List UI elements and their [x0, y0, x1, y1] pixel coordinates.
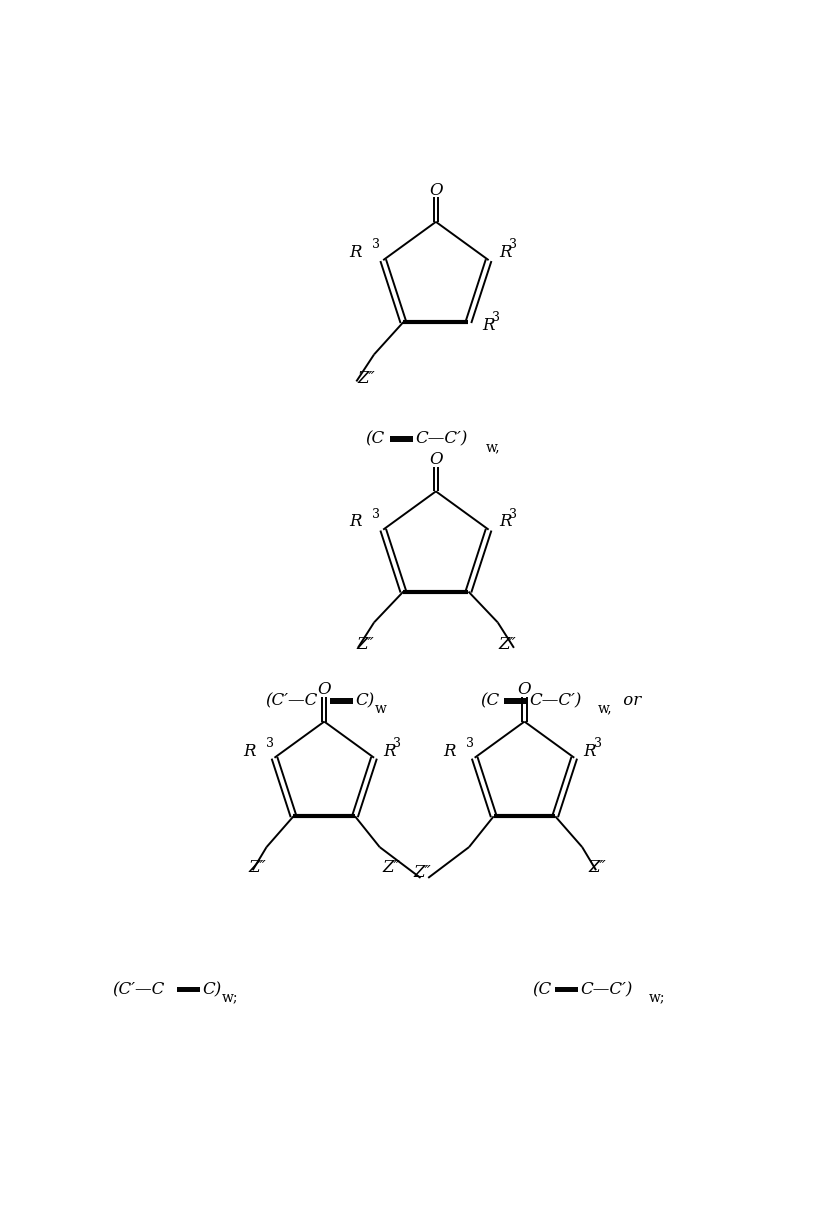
Text: w: w — [374, 701, 386, 716]
Text: C): C) — [355, 693, 374, 710]
Text: 3: 3 — [492, 311, 501, 323]
Text: R: R — [500, 513, 512, 530]
Text: 3: 3 — [266, 737, 274, 751]
Text: O: O — [429, 451, 443, 468]
Text: Z″: Z″ — [356, 636, 374, 653]
Text: R: R — [349, 244, 362, 261]
Text: R: R — [483, 316, 495, 333]
Text: w,: w, — [598, 701, 612, 716]
Text: 3: 3 — [372, 238, 380, 251]
Text: (C′—C: (C′—C — [265, 693, 317, 710]
Text: (C: (C — [481, 693, 500, 710]
Text: C): C) — [202, 981, 222, 998]
Text: w;: w; — [222, 990, 238, 1004]
Text: (C: (C — [532, 981, 552, 998]
Text: 3: 3 — [393, 737, 401, 751]
Text: R: R — [243, 744, 256, 760]
Text: R: R — [584, 744, 596, 760]
Text: (C: (C — [365, 431, 385, 448]
Text: Z″: Z″ — [358, 369, 375, 387]
Text: or: or — [617, 693, 641, 710]
Text: R: R — [500, 244, 512, 261]
Text: C—C′): C—C′) — [415, 431, 468, 448]
Text: O: O — [518, 682, 531, 699]
Text: O: O — [429, 182, 443, 199]
Text: Z″: Z″ — [248, 859, 266, 876]
Text: w,: w, — [486, 439, 501, 454]
Text: 3: 3 — [466, 737, 474, 751]
Text: w;: w; — [649, 990, 666, 1004]
Text: O: O — [317, 682, 331, 699]
Text: (C′—C: (C′—C — [113, 981, 165, 998]
Text: Z″: Z″ — [589, 859, 606, 876]
Text: Z″: Z″ — [413, 864, 431, 881]
Text: 3: 3 — [510, 508, 517, 520]
Text: 3: 3 — [510, 238, 517, 251]
Text: R: R — [444, 744, 456, 760]
Text: R: R — [383, 744, 395, 760]
Text: R: R — [349, 513, 362, 530]
Text: Z″: Z″ — [383, 859, 400, 876]
Text: C—C′): C—C′) — [529, 693, 581, 710]
Text: 3: 3 — [372, 508, 380, 520]
Text: C—C′): C—C′) — [580, 981, 633, 998]
Text: Z″: Z″ — [498, 636, 516, 653]
Text: 3: 3 — [593, 737, 602, 751]
